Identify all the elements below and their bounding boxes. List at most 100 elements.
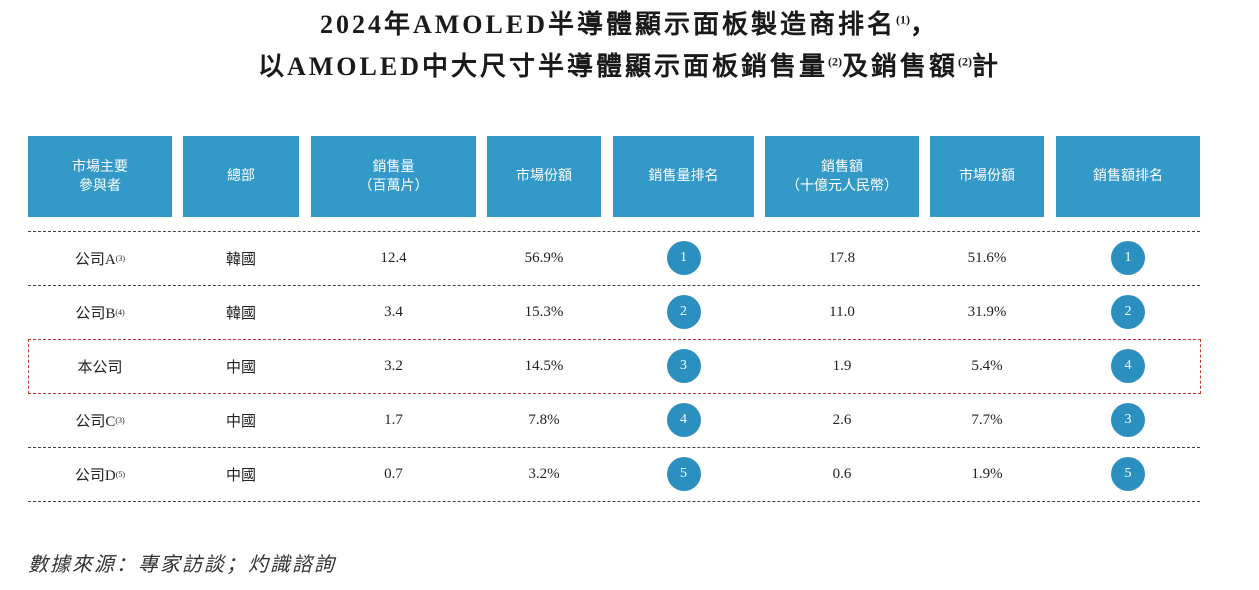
company-name: 本公司 bbox=[77, 359, 123, 376]
company-name: 公司A bbox=[74, 251, 116, 268]
source-note: 數據來源：專家訪談；灼識諮詢 bbox=[28, 554, 336, 576]
header-cell: 市場份額 bbox=[487, 136, 601, 217]
title-text: ， bbox=[910, 10, 940, 39]
footnote-ref: (2) bbox=[827, 54, 842, 69]
header-text: 銷售量排名 bbox=[648, 168, 719, 184]
cell-text: 3.2% bbox=[528, 465, 560, 482]
table-cell: 中國 bbox=[183, 393, 299, 447]
cell-text: 1.9% bbox=[971, 465, 1003, 482]
company-name: 公司D bbox=[74, 467, 116, 484]
rank-badge: 5 bbox=[1111, 457, 1145, 491]
row-separator bbox=[28, 231, 1200, 232]
rank-badge: 2 bbox=[1111, 295, 1145, 329]
cell-text: 14.5% bbox=[524, 357, 564, 374]
header-cell: 銷售量 （百萬片） bbox=[311, 136, 476, 217]
footnote-ref: (1) bbox=[896, 12, 910, 27]
cell-text: 51.6% bbox=[967, 249, 1007, 266]
footnote-ref: (3) bbox=[115, 415, 125, 425]
table-cell: 3.4 bbox=[311, 285, 476, 339]
cell-text: 0.6 bbox=[832, 465, 852, 482]
header-cell: 市場主要 參與者 bbox=[28, 136, 172, 217]
table-cell: 本公司 bbox=[28, 339, 172, 393]
rank-badge: 5 bbox=[666, 457, 701, 491]
rank-badge: 3 bbox=[1111, 403, 1145, 437]
table-cell: 51.6% bbox=[930, 231, 1044, 285]
cell-text: 7.8% bbox=[528, 411, 560, 428]
cell-text: 7.7% bbox=[971, 411, 1003, 428]
footnote-ref: (3) bbox=[115, 253, 126, 263]
table-cell: 5.4% bbox=[930, 339, 1044, 393]
table-cell: 4 bbox=[613, 393, 754, 447]
cell-text: 韓國 bbox=[225, 305, 256, 322]
header-text: 銷售額排名 bbox=[1093, 168, 1163, 184]
rank-badge: 1 bbox=[666, 241, 701, 275]
table-cell: 1.9% bbox=[930, 447, 1044, 501]
title-text: 以AMOLED中大尺寸半導體顯示面板銷售量 bbox=[257, 52, 828, 81]
table-cell: 1 bbox=[613, 231, 754, 285]
cell-text: 1.9 bbox=[832, 357, 852, 374]
table-cell: 1 bbox=[1056, 231, 1200, 285]
cell-text: 17.8 bbox=[828, 249, 856, 266]
rank-badge: 1 bbox=[1111, 241, 1145, 275]
table-cell: 15.3% bbox=[487, 285, 601, 339]
table-cell: 4 bbox=[1056, 339, 1200, 393]
cell-text: 12.4 bbox=[380, 249, 407, 266]
title-line: 2024年AMOLED半導體顯示面板製造商排名(1)， bbox=[0, 4, 1259, 41]
table-cell: 1.9 bbox=[765, 339, 919, 393]
company-name: 公司B bbox=[75, 305, 116, 322]
header-text: 市場主要 bbox=[72, 158, 128, 175]
footnote-ref: (2) bbox=[958, 54, 972, 69]
footnote-ref: (4) bbox=[115, 307, 125, 317]
row-separator bbox=[28, 285, 1200, 286]
cell-text: 15.3% bbox=[524, 303, 564, 320]
header-text: 銷售額 bbox=[821, 158, 863, 175]
company-name: 公司C bbox=[75, 413, 116, 430]
cell-text: 中國 bbox=[225, 413, 256, 430]
table-cell: 56.9% bbox=[487, 231, 601, 285]
rank-badge: 3 bbox=[666, 349, 701, 383]
table-cell: 14.5% bbox=[487, 339, 601, 393]
header-cell: 銷售額排名 bbox=[1056, 136, 1200, 217]
cell-text: 中國 bbox=[225, 359, 256, 376]
table-cell: 3.2 bbox=[311, 339, 476, 393]
table-cell: 7.7% bbox=[930, 393, 1044, 447]
header-text: （百萬片） bbox=[358, 177, 429, 194]
table-cell: 公司C (3) bbox=[28, 393, 172, 447]
header-text: 市場份額 bbox=[959, 168, 1015, 184]
table-cell: 31.9% bbox=[930, 285, 1044, 339]
table-cell: 3 bbox=[613, 339, 754, 393]
table-cell: 3 bbox=[1056, 393, 1200, 447]
table-cell: 1.7 bbox=[311, 393, 476, 447]
cell-text: 56.9% bbox=[524, 249, 564, 266]
table-cell: 17.8 bbox=[765, 231, 919, 285]
row-separator bbox=[28, 447, 1200, 448]
title-text: 2024年AMOLED半導體顯示面板製造商排名 bbox=[319, 10, 896, 39]
rank-badge: 4 bbox=[666, 403, 701, 437]
header-text: 總部 bbox=[227, 168, 255, 184]
header-cell: 市場份額 bbox=[930, 136, 1044, 217]
rank-badge: 4 bbox=[1111, 349, 1145, 383]
highlight-box bbox=[28, 339, 1201, 394]
header-text: 市場份額 bbox=[516, 168, 572, 184]
table-cell: 2.6 bbox=[765, 393, 919, 447]
table-cell: 韓國 bbox=[183, 231, 299, 285]
cell-text: 中國 bbox=[225, 467, 256, 484]
rank-badge: 2 bbox=[666, 295, 701, 329]
header-cell: 銷售量排名 bbox=[613, 136, 754, 217]
header-cell: 銷售額 （十億元人民幣） bbox=[765, 136, 919, 217]
header-text: （十億元人民幣） bbox=[786, 177, 898, 194]
title-line: 以AMOLED中大尺寸半導體顯示面板銷售量(2)及銷售額(2)計 bbox=[0, 46, 1259, 83]
table-cell: 2 bbox=[1056, 285, 1200, 339]
header-text: 參與者 bbox=[79, 177, 121, 194]
table-cell: 中國 bbox=[183, 447, 299, 501]
footnote-ref: (5) bbox=[115, 469, 126, 479]
table-cell: 11.0 bbox=[765, 285, 919, 339]
table-cell: 3.2% bbox=[487, 447, 601, 501]
table-cell: 5 bbox=[1056, 447, 1200, 501]
table-cell: 12.4 bbox=[311, 231, 476, 285]
cell-text: 2.6 bbox=[832, 411, 852, 428]
row-separator bbox=[28, 501, 1200, 502]
header-text: 銷售量 bbox=[372, 158, 415, 175]
table-cell: 5 bbox=[613, 447, 754, 501]
table-cell: 0.6 bbox=[765, 447, 919, 501]
